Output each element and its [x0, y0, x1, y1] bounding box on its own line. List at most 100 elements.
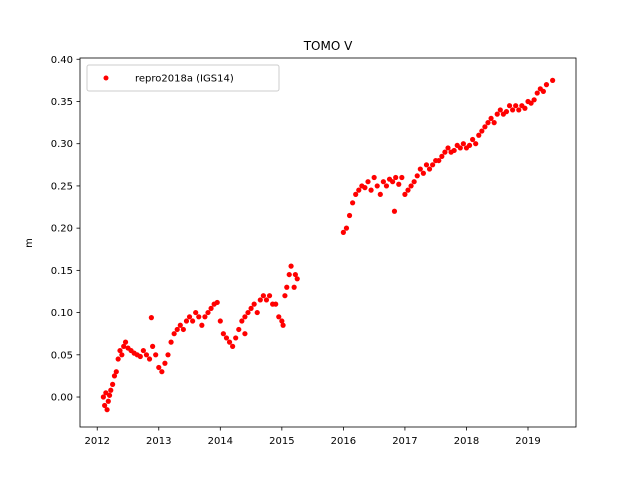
y-tick-label: 0.35: [51, 97, 73, 108]
y-axis-label: m: [24, 238, 35, 248]
data-point: [399, 174, 405, 181]
data-point: [180, 326, 186, 333]
data-point: [513, 103, 519, 109]
data-point: [445, 145, 451, 151]
plot-frame: [79, 57, 577, 428]
data-point: [273, 301, 279, 307]
data-point: [150, 343, 156, 349]
data-point: [343, 225, 350, 231]
data-point: [430, 162, 436, 168]
data-point: [121, 343, 127, 349]
data-point: [117, 347, 123, 354]
data-point: [186, 314, 193, 320]
data-point: [242, 314, 248, 320]
x-tick-label: 2018: [454, 436, 479, 447]
chart-title: TOMO V: [303, 39, 353, 53]
x-tick-label: 2014: [208, 436, 233, 447]
x-tick-label: 2016: [331, 436, 356, 447]
data-point: [242, 331, 248, 337]
data-point: [103, 390, 109, 396]
data-point: [171, 331, 177, 337]
data-point: [365, 179, 371, 185]
data-point: [479, 128, 485, 134]
data-point: [423, 162, 430, 168]
data-point: [245, 309, 251, 316]
data-point: [402, 191, 408, 197]
data-point: [380, 179, 386, 185]
data-point: [122, 339, 129, 345]
data-point: [374, 183, 380, 189]
data-point: [377, 191, 383, 197]
data-point: [522, 105, 528, 111]
data-point: [451, 147, 457, 154]
x-tick-label: 2019: [515, 436, 540, 447]
data-point: [251, 301, 257, 307]
data-point: [497, 107, 503, 113]
x-tick-label: 2015: [269, 436, 294, 447]
data-point: [439, 153, 445, 159]
y-tick-label: 0.25: [51, 181, 73, 192]
data-point: [391, 208, 398, 214]
data-point: [162, 360, 168, 366]
y-tick-label: 0.40: [51, 55, 73, 66]
data-point: [202, 314, 208, 320]
data-point: [411, 179, 417, 185]
data-point: [284, 284, 290, 290]
data-point: [288, 263, 294, 269]
y-tick-label: 0.15: [51, 266, 73, 277]
data-point: [482, 124, 488, 130]
data-point: [100, 394, 106, 400]
x-tick-label: 2017: [392, 436, 417, 447]
data-point: [405, 187, 411, 193]
data-point: [119, 352, 125, 358]
data-point: [102, 402, 108, 409]
data-point: [340, 229, 346, 235]
y-tick-label: 0.30: [51, 139, 73, 150]
data-point: [266, 293, 273, 299]
data-point: [390, 179, 396, 185]
data-point: [466, 142, 473, 148]
data-point: [156, 364, 162, 371]
data-point: [260, 293, 266, 299]
data-point: [503, 109, 510, 115]
data-point: [414, 173, 420, 179]
data-point: [183, 318, 190, 324]
data-point: [196, 314, 202, 320]
data-point: [485, 120, 491, 126]
data-point: [510, 107, 516, 113]
data-point: [193, 309, 199, 316]
data-point: [257, 297, 263, 303]
data-point: [153, 352, 159, 358]
data-point: [396, 181, 402, 187]
data-point: [105, 398, 111, 404]
data-point: [476, 132, 482, 138]
data-point: [248, 305, 254, 311]
data-point: [236, 326, 242, 333]
data-point: [426, 166, 433, 172]
data-point: [457, 145, 463, 151]
data-point: [473, 141, 479, 147]
data-point: [350, 200, 356, 206]
data-point: [294, 276, 300, 282]
legend-marker: [103, 75, 109, 81]
data-point: [104, 407, 110, 413]
data-point: [540, 88, 546, 94]
data-point: [108, 387, 114, 393]
data-point: [214, 299, 220, 306]
data-point: [460, 141, 466, 147]
data-point: [291, 284, 297, 290]
data-point: [516, 107, 522, 113]
data-point: [506, 103, 513, 109]
data-point: [368, 187, 374, 193]
data-point: [148, 315, 154, 321]
legend-box: [86, 64, 280, 92]
y-tick-label: 0.05: [51, 350, 73, 361]
x-tick-label: 2012: [85, 436, 110, 447]
data-point: [263, 297, 270, 303]
data-point: [286, 271, 292, 278]
data-point: [146, 356, 153, 362]
data-point: [362, 185, 368, 191]
data-point: [217, 318, 223, 324]
data-point: [292, 271, 298, 278]
y-tick-label: 0.00: [51, 393, 73, 404]
